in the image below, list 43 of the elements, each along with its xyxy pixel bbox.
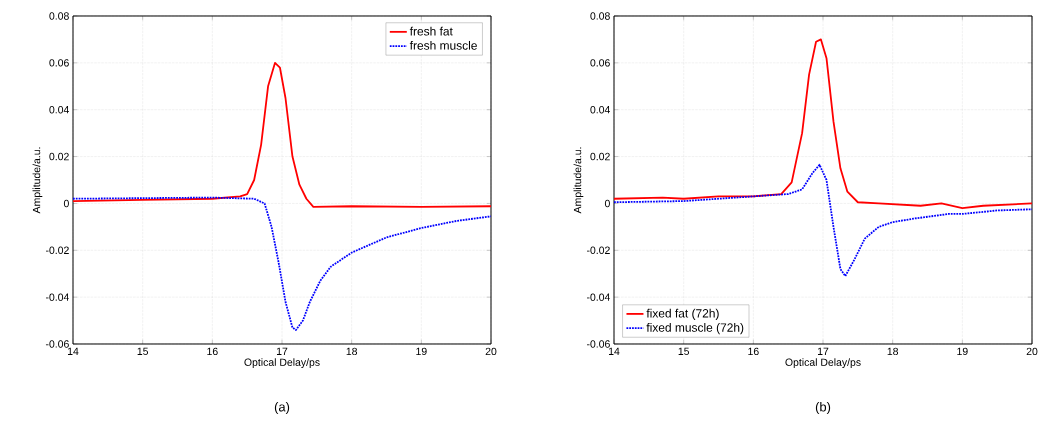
line-series xyxy=(73,196,491,331)
y-tick-label: 0.02 xyxy=(49,152,69,161)
y-tick-label: -0.06 xyxy=(586,340,610,348)
text: (a) xyxy=(274,401,290,415)
x-tick-label: 19 xyxy=(416,347,427,356)
y-tick-label: 0.08 xyxy=(49,12,69,20)
x-tick-label: 19 xyxy=(957,347,968,356)
y-tick-label: 0.06 xyxy=(590,59,610,67)
line-series xyxy=(73,61,491,208)
legend-label: fixed fat (72h) xyxy=(646,308,719,320)
y-tick-label: -0.06 xyxy=(45,340,69,348)
x-tick-label: 20 xyxy=(1026,347,1038,356)
x-tick-label: 20 xyxy=(485,347,497,356)
x-axis-title: Optical Delay/ps xyxy=(785,358,861,369)
x-tick-label: 18 xyxy=(887,347,899,356)
y-tick-label: 0.02 xyxy=(590,152,610,161)
x-tick-label: 14 xyxy=(67,347,79,355)
x-tick-label: 18 xyxy=(346,347,358,356)
x-tick-label: 15 xyxy=(678,347,690,355)
y-tick-label: 0.08 xyxy=(590,12,610,20)
line-series xyxy=(614,38,1033,210)
y-tick-label: 0.04 xyxy=(590,106,611,114)
legend-label: fixed muscle (72h) xyxy=(646,323,744,335)
y-tick-label: 0 xyxy=(604,199,610,208)
x-tick-label: 17 xyxy=(817,347,829,355)
x-tick-label: 16 xyxy=(748,347,759,356)
x-axis-title: Optical Delay/ps xyxy=(244,358,320,369)
y-tick-label: 0.06 xyxy=(49,59,69,67)
y-tick-label: -0.02 xyxy=(45,246,69,254)
y-axis-title: Amplitude/a.u. xyxy=(32,147,43,214)
y-tick-label: -0.02 xyxy=(586,246,610,254)
x-tick-label: 16 xyxy=(207,347,218,356)
text: (b) xyxy=(815,401,831,415)
y-axis-title: Amplitude/a.u. xyxy=(573,147,584,214)
legend-label: fresh muscle xyxy=(409,40,477,50)
legend-label: fresh fat xyxy=(409,26,453,36)
y-tick-label: 0.04 xyxy=(49,106,69,114)
x-tick-label: 14 xyxy=(608,347,620,355)
y-tick-label: -0.04 xyxy=(586,293,611,301)
y-tick-label: 0 xyxy=(63,199,69,208)
y-tick-label: -0.04 xyxy=(45,293,69,301)
x-tick-label: 17 xyxy=(276,347,288,355)
x-tick-label: 15 xyxy=(137,347,149,355)
